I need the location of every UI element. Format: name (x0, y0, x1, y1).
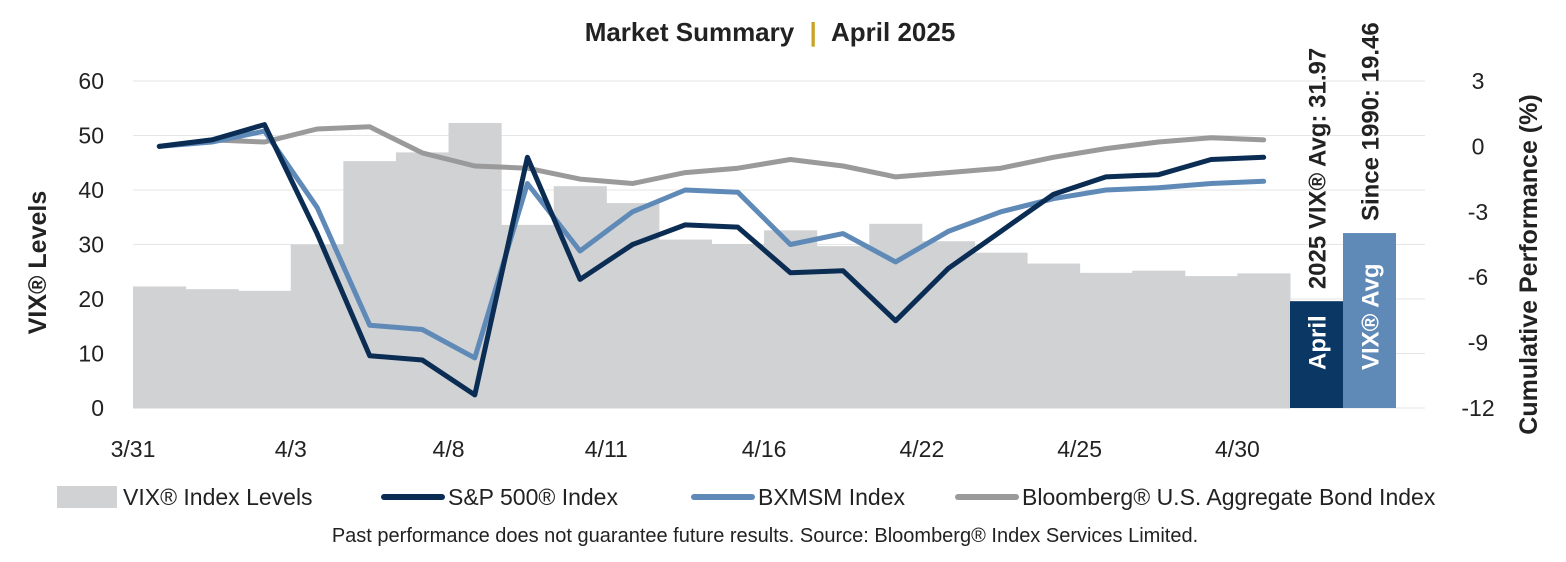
vix-bar-4/11 (606, 203, 660, 408)
right-axis-title: Cumulative Performance (%) (1515, 94, 1543, 434)
ytd-vix-avg-stat: 2025 VIX® Avg: 31.97 (1305, 48, 1332, 289)
summary-bars: April 2025 VIX® Avg: 31.97 VIX® Avg Since 1… (1290, 22, 1396, 408)
source-footnote: Past performance does not guarantee futu… (332, 525, 1198, 547)
vix-bar-4/1 (185, 289, 239, 408)
vix-bar-4/15 (711, 243, 765, 408)
vix-bar-4/23 (974, 252, 1028, 408)
left-tick-label: 10 (78, 341, 104, 367)
vix-bar-4/25 (1079, 272, 1133, 408)
left-tick-label: 50 (78, 123, 104, 149)
chart-title: Market Summary | April 2025 (585, 17, 956, 47)
right-tick-label: 0 (1472, 133, 1485, 159)
x-tick-label: 4/16 (742, 436, 787, 462)
left-tick-label: 40 (78, 177, 104, 203)
vix-bar-4/10 (553, 186, 607, 408)
vix-bar-3/31 (133, 286, 187, 408)
vix-bars (133, 122, 1291, 408)
vix-bar-4/24 (1027, 263, 1081, 408)
april-vix-bar (1290, 301, 1343, 408)
legend-swatch-vix (57, 486, 117, 508)
x-tick-label: 4/11 (585, 436, 628, 462)
left-tick-label: 0 (91, 395, 104, 421)
vix-bar-4/28 (1132, 270, 1186, 408)
legend-label-vix: VIX® Index Levels (123, 484, 313, 510)
sp500-line (156, 122, 1267, 398)
legend-label-bxm: BXMSM Index (758, 484, 905, 510)
right-tick-label: 3 (1472, 68, 1485, 94)
vix-bar-4/29 (1184, 276, 1238, 408)
right-tick-label: -12 (1461, 395, 1494, 421)
performance-lines (156, 122, 1267, 398)
x-tick-label: 4/30 (1215, 436, 1260, 462)
chart-title-right: April 2025 (831, 17, 955, 47)
vix-bar-4/14 (658, 239, 712, 408)
vix-avg-bar-label: VIX® Avg (1358, 263, 1385, 370)
vix-bar-4/30 (1237, 273, 1291, 408)
right-tick-label: -6 (1468, 264, 1488, 290)
left-tick-label: 30 (78, 232, 104, 258)
x-tick-label: 4/3 (275, 436, 307, 462)
bond-line (156, 124, 1267, 186)
chart-title-left: Market Summary (585, 17, 795, 47)
april-bar-label: April (1305, 315, 1332, 370)
x-tick-label: 4/22 (899, 436, 944, 462)
vix-bar-4/2 (238, 290, 292, 408)
x-tick-label: 3/31 (111, 436, 156, 462)
vix-bar-4/7 (395, 152, 450, 408)
left-axis-title: VIX® Levels (24, 191, 52, 335)
legend-label-bond: Bloomberg® U.S. Aggregate Bond Index (1022, 484, 1436, 510)
right-tick-label: -9 (1468, 330, 1488, 356)
left-tick-label: 20 (78, 286, 104, 312)
vix-avg-bar (1343, 233, 1396, 408)
vix-bar-4/3 (290, 244, 344, 408)
since-1990-vix-avg-stat: Since 1990: 19.46 (1358, 22, 1385, 221)
left-tick-label: 60 (78, 68, 104, 94)
bxm-line (156, 128, 1267, 361)
vix-bar-4/8 (448, 122, 502, 408)
legend-label-sp500: S&P 500® Index (448, 484, 618, 510)
right-tick-label: -3 (1468, 199, 1488, 225)
legend: VIX® Index Levels S&P 500® Index BXMSM Ind… (57, 484, 1436, 510)
vix-bar-4/9 (501, 224, 555, 408)
chart-title-separator: | (809, 17, 816, 47)
x-tick-label: 4/8 (433, 436, 465, 462)
x-tick-label: 4/25 (1057, 436, 1102, 462)
